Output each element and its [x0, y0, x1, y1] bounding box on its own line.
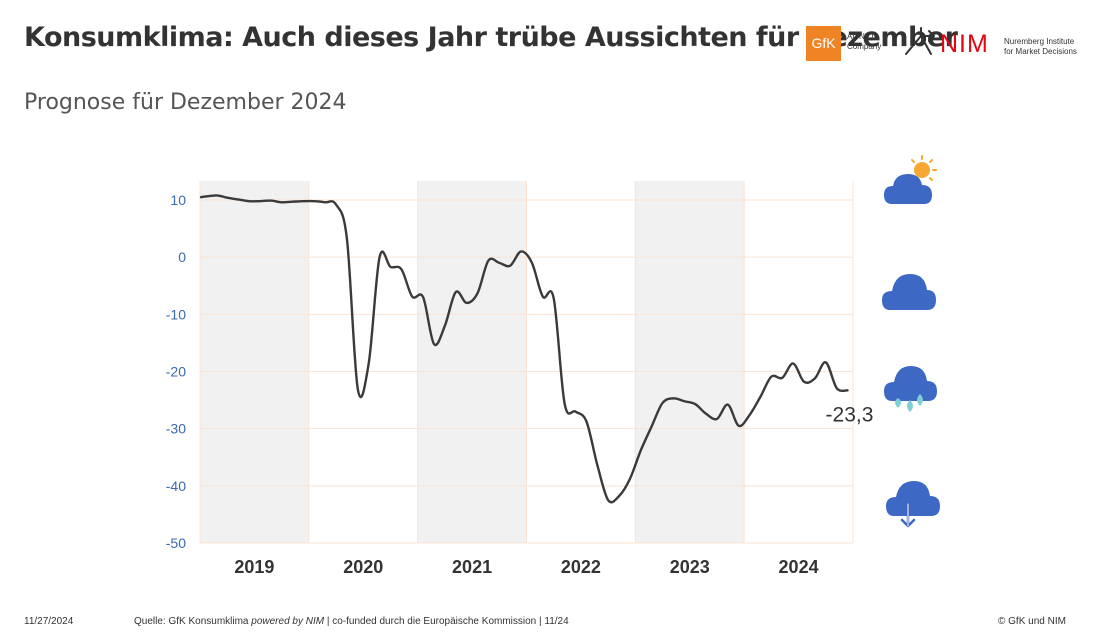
y-tick-label: 0	[178, 249, 186, 265]
x-tick-label-2022: 2022	[561, 557, 601, 577]
page-subtitle: Prognose für Dezember 2024	[24, 90, 347, 115]
x-axis-year-labels-group: 2019 2020 2021 2022 2023 2024	[234, 557, 818, 577]
x-tick-label-2024: 2024	[779, 557, 819, 577]
x-tick-label-2020: 2020	[343, 557, 383, 577]
year-band-2023	[635, 181, 745, 543]
rain-cloud-icon	[884, 366, 937, 412]
year-shading-group	[200, 181, 745, 543]
y-tick-label: -40	[166, 478, 186, 494]
y-tick-label: 10	[170, 192, 186, 208]
nim-tagline-line1: Nuremberg Institute	[1004, 37, 1075, 46]
footer-copyright: © GfK und NIM	[998, 616, 1066, 627]
sun-cloud-icon	[884, 155, 937, 204]
page-title: Konsumklima: Auch dieses Jahr trübe Auss…	[24, 22, 958, 53]
nim-logo-tagline: Nuremberg Institute for Market Decisions	[1004, 37, 1077, 57]
last-value-label: -23,3	[826, 403, 874, 426]
gfk-tagline-line2: Company	[847, 42, 882, 51]
cloud-icon	[882, 274, 936, 310]
gfk-logo: GfK	[806, 26, 841, 61]
x-tick-label-2023: 2023	[670, 557, 710, 577]
footer-date: 11/27/2024	[24, 616, 74, 627]
year-band-2021	[417, 181, 527, 543]
y-axis-ticks-group: 10 0 -10 -20 -30 -40 -50	[166, 192, 186, 551]
series-line-consumer-climate	[199, 194, 849, 504]
cloud-down-arrow-icon	[886, 481, 940, 528]
footer-source-italic: powered by NIM	[251, 616, 325, 627]
y-tick-label: -30	[166, 421, 186, 437]
year-band-2019	[200, 181, 309, 543]
x-tick-label-2021: 2021	[452, 557, 492, 577]
footer-source-suffix: | co-funded durch die Europäische Kommis…	[324, 616, 569, 627]
nim-tagline-line2: for Market Decisions	[1004, 47, 1077, 56]
y-tick-label: -50	[166, 535, 186, 551]
gfk-logo-tagline: An NIQ Company	[847, 32, 881, 52]
nim-logo: NIM	[940, 30, 989, 58]
nim-arrow-icon	[905, 27, 935, 55]
gfk-tagline-line1: An NIQ	[847, 32, 874, 41]
footer-source: Quelle: GfK Konsumklima powered by NIM |…	[134, 616, 569, 627]
y-tick-label: -20	[166, 364, 186, 380]
y-tick-label: -10	[166, 306, 186, 322]
x-tick-label-2019: 2019	[234, 557, 274, 577]
footer-source-prefix: Quelle: GfK Konsumklima	[134, 616, 252, 627]
